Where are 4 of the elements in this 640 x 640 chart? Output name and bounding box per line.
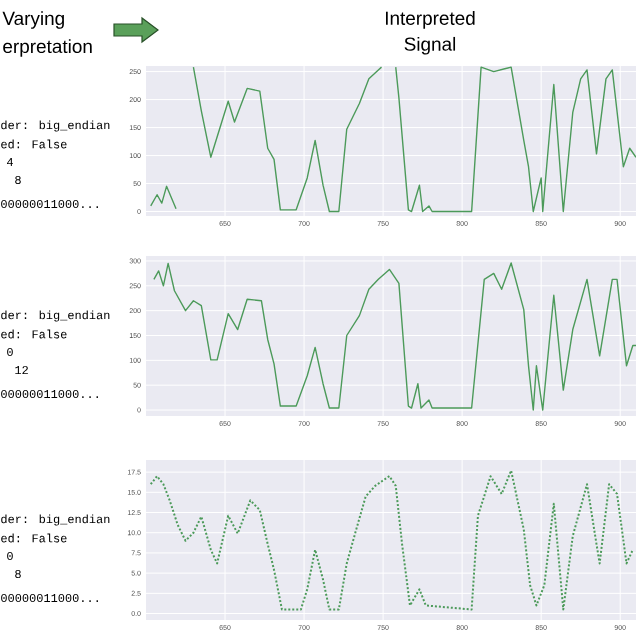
line-series (153, 262, 636, 411)
chart-title: Interpreted Signal (385, 11, 475, 55)
text: Varying (2, 11, 64, 29)
text: erpretation (3, 39, 92, 57)
